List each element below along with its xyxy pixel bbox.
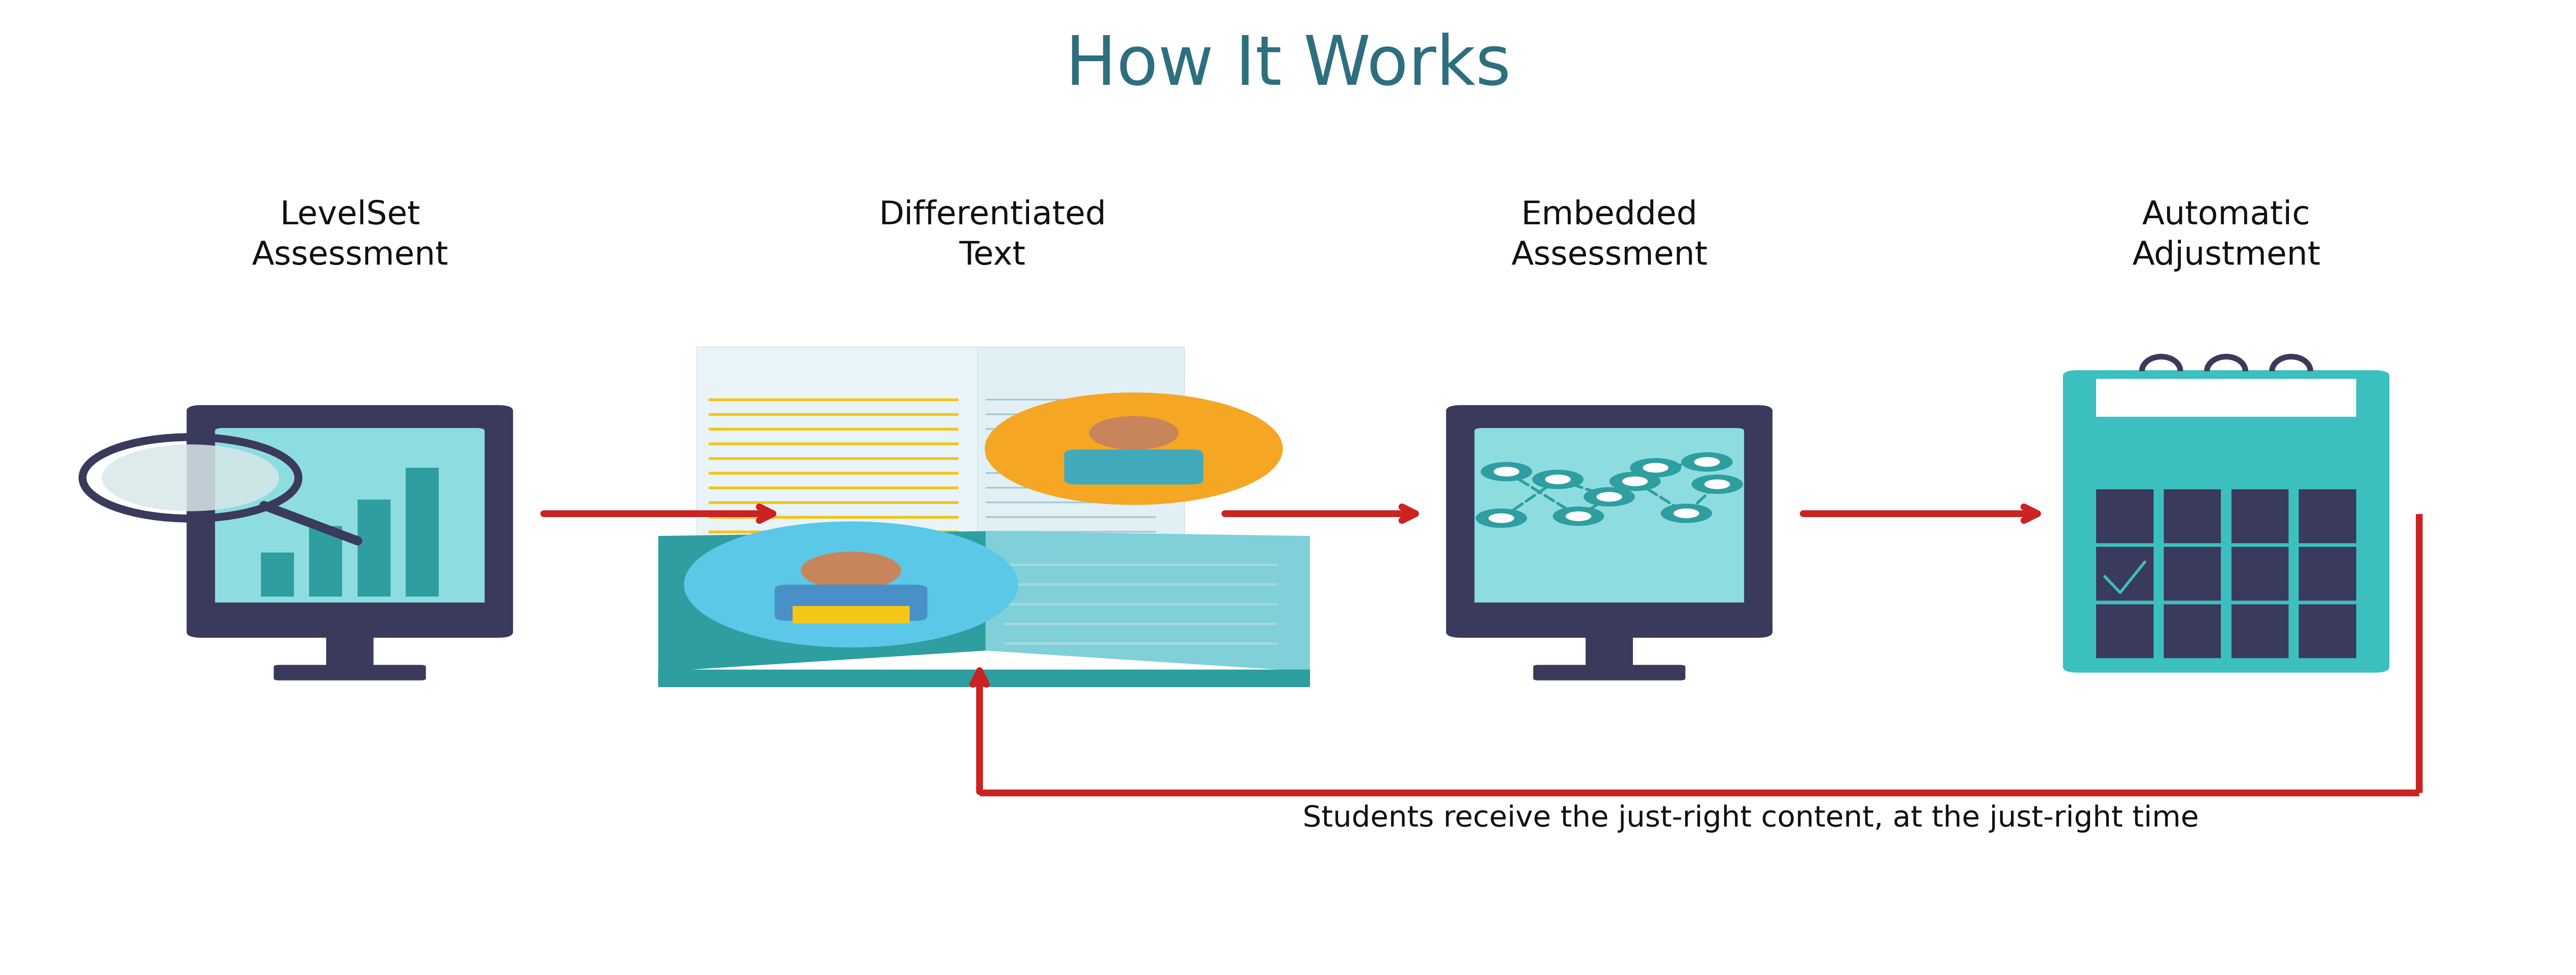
Circle shape xyxy=(1489,513,1515,523)
FancyBboxPatch shape xyxy=(185,405,513,638)
Bar xyxy=(407,468,438,597)
Polygon shape xyxy=(659,531,987,672)
FancyBboxPatch shape xyxy=(214,428,484,608)
FancyBboxPatch shape xyxy=(1473,428,1744,608)
Circle shape xyxy=(1682,452,1734,472)
Bar xyxy=(659,670,1309,687)
Circle shape xyxy=(984,393,1283,505)
Bar xyxy=(2097,489,2154,543)
Circle shape xyxy=(1533,470,1584,489)
Bar xyxy=(2097,604,2154,658)
Bar xyxy=(2164,547,2221,601)
Circle shape xyxy=(1566,511,1592,521)
FancyBboxPatch shape xyxy=(1453,603,1765,635)
Bar xyxy=(2097,379,2357,416)
Bar xyxy=(2298,489,2357,543)
Circle shape xyxy=(1662,504,1713,523)
Circle shape xyxy=(1597,492,1623,502)
Circle shape xyxy=(685,522,1018,647)
Text: Differentiated
Text: Differentiated Text xyxy=(878,199,1105,272)
Circle shape xyxy=(1705,480,1731,489)
Circle shape xyxy=(1610,472,1662,491)
Bar xyxy=(327,632,374,667)
Circle shape xyxy=(1090,416,1177,449)
Bar xyxy=(260,553,294,597)
Circle shape xyxy=(1553,507,1605,526)
Text: How It Works: How It Works xyxy=(1066,32,1510,99)
FancyBboxPatch shape xyxy=(2063,370,2391,673)
Bar xyxy=(2298,547,2357,601)
Circle shape xyxy=(1692,475,1744,494)
Circle shape xyxy=(1476,509,1528,527)
FancyBboxPatch shape xyxy=(273,665,425,681)
Circle shape xyxy=(1623,477,1649,487)
Polygon shape xyxy=(979,347,1185,594)
Circle shape xyxy=(1674,509,1700,518)
Polygon shape xyxy=(698,347,979,594)
Circle shape xyxy=(1481,462,1533,482)
FancyBboxPatch shape xyxy=(1445,405,1772,638)
Circle shape xyxy=(1631,458,1682,478)
Bar xyxy=(2298,604,2357,658)
Bar xyxy=(2231,489,2287,543)
Bar xyxy=(2231,547,2287,601)
Bar xyxy=(2231,604,2287,658)
Text: LevelSet
Assessment: LevelSet Assessment xyxy=(252,199,448,272)
Circle shape xyxy=(1584,488,1636,507)
Text: Embedded
Assessment: Embedded Assessment xyxy=(1512,199,1708,272)
Circle shape xyxy=(1643,463,1669,473)
FancyBboxPatch shape xyxy=(1064,449,1203,485)
Bar xyxy=(309,526,343,597)
Bar xyxy=(358,499,392,597)
Circle shape xyxy=(1546,475,1571,485)
Bar xyxy=(2097,547,2154,601)
FancyBboxPatch shape xyxy=(193,603,505,635)
Bar xyxy=(1587,632,1633,667)
Polygon shape xyxy=(987,531,1309,672)
Bar xyxy=(2164,604,2221,658)
Text: Automatic
Adjustment: Automatic Adjustment xyxy=(2133,199,2321,272)
Text: Students receive the just-right content, at the just-right time: Students receive the just-right content,… xyxy=(1303,804,2200,833)
FancyBboxPatch shape xyxy=(1533,665,1685,681)
FancyBboxPatch shape xyxy=(775,585,927,621)
Circle shape xyxy=(1695,457,1721,467)
Bar xyxy=(2164,489,2221,543)
Circle shape xyxy=(801,552,902,590)
Circle shape xyxy=(103,445,278,511)
Bar xyxy=(793,605,909,623)
Circle shape xyxy=(1494,467,1520,477)
